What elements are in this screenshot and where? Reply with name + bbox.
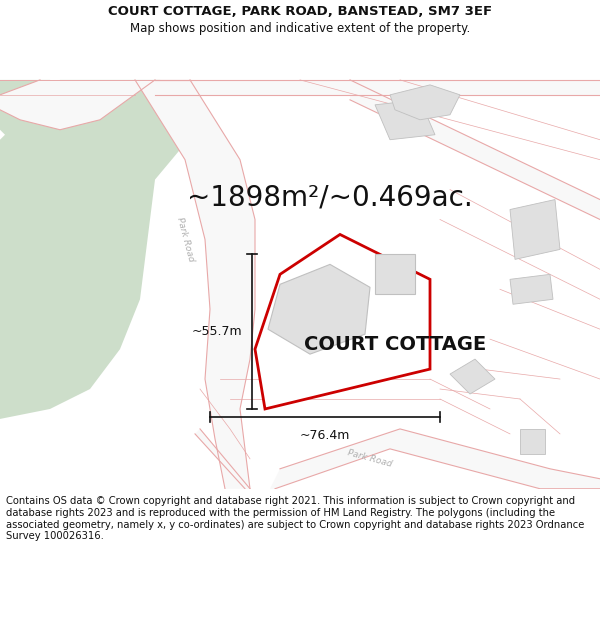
Polygon shape xyxy=(268,264,370,354)
Polygon shape xyxy=(155,80,600,95)
Polygon shape xyxy=(0,80,190,419)
Text: ~55.7m: ~55.7m xyxy=(191,325,242,338)
Text: ~1898m²/~0.469ac.: ~1898m²/~0.469ac. xyxy=(187,184,473,211)
Polygon shape xyxy=(510,274,553,304)
Polygon shape xyxy=(390,85,460,120)
Text: Map shows position and indicative extent of the property.: Map shows position and indicative extent… xyxy=(130,22,470,35)
Polygon shape xyxy=(450,359,495,394)
Polygon shape xyxy=(520,429,545,454)
Polygon shape xyxy=(375,100,435,140)
Text: ~76.4m: ~76.4m xyxy=(300,429,350,442)
Polygon shape xyxy=(510,199,560,259)
Polygon shape xyxy=(195,429,600,489)
Text: COURT COTTAGE, PARK ROAD, BANSTEAD, SM7 3EF: COURT COTTAGE, PARK ROAD, BANSTEAD, SM7 … xyxy=(108,5,492,18)
Polygon shape xyxy=(135,80,255,489)
Polygon shape xyxy=(350,80,600,219)
Polygon shape xyxy=(0,80,55,150)
Polygon shape xyxy=(375,254,415,294)
Text: Park Road: Park Road xyxy=(347,449,393,469)
Text: Park Road: Park Road xyxy=(175,216,195,262)
Text: Contains OS data © Crown copyright and database right 2021. This information is : Contains OS data © Crown copyright and d… xyxy=(6,496,584,541)
Text: COURT COTTAGE: COURT COTTAGE xyxy=(304,334,486,354)
Polygon shape xyxy=(255,234,430,409)
Polygon shape xyxy=(0,80,155,130)
